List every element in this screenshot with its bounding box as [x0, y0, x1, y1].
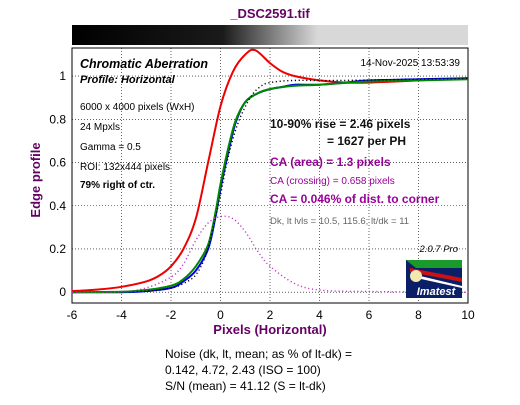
timestamp: 14-Nov-2025 13:53:39 [360, 58, 460, 69]
y-axis-label: Edge profile [28, 142, 43, 217]
noise-line-3: S/N (mean) = 41.12 (S = lt-dk) [165, 379, 326, 393]
logo-stripe-white [412, 274, 462, 288]
x-axis-label: Pixels (Horizontal) [213, 322, 326, 337]
y-tick-label: 1 [59, 69, 66, 83]
noise-line-1: Noise (dk, lt, mean; as % of lt-dk) = [165, 347, 352, 361]
x-tick-label: 0 [217, 308, 224, 322]
grid [71, 48, 469, 303]
logo-stripe-green [406, 260, 462, 268]
ca-area-label: CA (area) = 1.3 pixels [270, 155, 391, 169]
profile-label: Profile: Horizontal [80, 74, 176, 86]
y-tick-label: 0.6 [49, 156, 66, 170]
rise-line-1: 10-90% rise = 2.46 pixels [270, 117, 411, 131]
chart-title: _DSC2591.tif [229, 6, 310, 21]
red-edge-line [72, 48, 468, 293]
chart-heading: Chromatic Aberration [80, 57, 208, 71]
y-tick-labels: 0 0.2 0.4 0.6 0.8 1 [49, 69, 66, 299]
y-tick-label: 0.4 [49, 199, 66, 213]
x-tick-label: -6 [67, 308, 78, 322]
logo-stripe-red [410, 268, 462, 282]
edge-gradient-bar [72, 25, 468, 45]
green-edge-line [72, 78, 468, 294]
info-line-2: 24 Mpxls [80, 122, 120, 133]
ca-corner-label: CA = 0.046% of dist. to corner [270, 192, 440, 206]
logo-disc [410, 270, 422, 282]
y-tick-label: 0.8 [49, 112, 66, 126]
x-tick-label: -4 [116, 308, 127, 322]
x-tick-label: 4 [316, 308, 323, 322]
y-tick-label: 0 [59, 285, 66, 299]
x-tick-label: 2 [267, 308, 274, 322]
y-tick-label: 0.2 [49, 242, 66, 256]
ca-crossing-label: CA (crossing) = 0.658 pixels [270, 176, 395, 187]
info-line-1: 6000 x 4000 pixels (WxH) [80, 102, 195, 113]
x-tick-label: 10 [461, 308, 475, 322]
logo-text: Imatest [417, 286, 457, 298]
x-tick-labels: -6 -4 -2 0 2 4 6 8 10 [67, 308, 475, 322]
noise-line-2: 0.142, 4.72, 2.43 (ISO = 100) [165, 363, 321, 377]
version-label: 2.0.7 Pro [418, 244, 458, 255]
position-label: 79% right of ctr. [80, 180, 155, 191]
info-line-4: ROI: 132x444 pixels [80, 162, 170, 173]
rise-line-2: = 1627 per PH [327, 134, 406, 148]
info-line-3: Gamma = 0.5 [80, 142, 141, 153]
x-tick-label: 8 [415, 308, 422, 322]
x-tick-label: -2 [166, 308, 177, 322]
x-tick-label: 6 [366, 308, 373, 322]
imatest-logo: Imatest [406, 260, 462, 298]
luminance-dotted-line [72, 77, 468, 293]
dk-levels-label: Dk, lt lvls = 10.5, 115.6; lt/dk = 11 [270, 216, 409, 227]
series-lines [72, 48, 468, 294]
